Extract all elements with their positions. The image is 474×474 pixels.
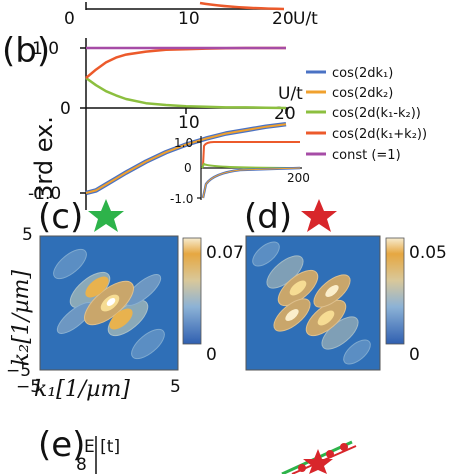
- panel-b-legend: cos(2dk₁) cos(2dk₂) cos(2d(k₁-k₂)) cos(2…: [306, 66, 427, 163]
- panel-e-point: [340, 443, 348, 451]
- panel-d-cb-min: 0: [409, 345, 420, 365]
- panel-b-series: [85, 46, 287, 196]
- panel-c-star-icon: [88, 199, 124, 232]
- panel-a-curve: [199, 1, 285, 11]
- panel-b-ylabel: 3rd ex.: [30, 116, 58, 200]
- panel-c-xtick-neg: −5: [16, 377, 41, 397]
- series-line-3: [85, 46, 286, 79]
- panel-b-ytick-m1: -1.0: [28, 184, 61, 204]
- panel-a-xtick-0: 0: [64, 9, 75, 29]
- panel-d-blobs: [252, 241, 371, 365]
- panel-b-label: (b): [2, 31, 50, 71]
- inset-xtick-200: 200: [287, 171, 310, 185]
- inset-ytick-1: 1.0: [174, 136, 193, 150]
- panel-a-xlabel: U/t: [293, 9, 318, 29]
- panel-c-xtick-pos: 5: [170, 377, 181, 397]
- inset-blue-curve: [201, 166, 301, 199]
- legend-label-1: cos(2dk₂): [332, 86, 393, 101]
- panel-d-colorbar: [385, 237, 405, 345]
- series-line-1: [85, 123, 287, 194]
- panel-c-colorbar: [182, 237, 202, 345]
- panel-b-xtick-10: 10: [178, 113, 200, 133]
- panel-e-label: (e): [38, 425, 85, 465]
- panel-c-blobs: [53, 248, 165, 360]
- panel-e: (e) E [t] 8: [38, 425, 357, 474]
- inset-ytick-m1: -1.0: [170, 192, 193, 206]
- panel-c-cb-max: 0.07: [206, 243, 244, 263]
- legend-label-2: cos(2d(k₁-k₂)): [332, 106, 421, 121]
- legend-label-0: cos(2dk₁): [332, 66, 393, 81]
- panel-b-ytick-1: 1.0: [32, 39, 59, 59]
- panel-e-ylabel: E [t]: [84, 437, 120, 457]
- panel-c-ylabel: k₂[1/µm]: [9, 270, 34, 366]
- panel-d: (d) 0.05 0: [244, 197, 447, 371]
- panel-e-ytick-8: 8: [76, 455, 87, 474]
- panel-c-cb-min: 0: [206, 345, 217, 365]
- panel-e-point: [326, 450, 334, 458]
- legend-label-4: const (=1): [332, 148, 401, 163]
- inset-orange-curve: [202, 167, 301, 199]
- panel-b-inset: 1.0 0 -1.0 200: [170, 136, 310, 206]
- panel-a-tail: 0 10 20 U/t: [64, 1, 318, 29]
- panel-b: (b) 3rd ex. 1.0 0 -1.0 10 20 U/t 1.0 0 -…: [2, 31, 427, 210]
- panel-c-xlabel: k₁[1/µm]: [34, 377, 130, 402]
- panel-c: (c) 0.07 0 5: [6, 197, 244, 402]
- panel-d-cb-max: 0.05: [409, 243, 447, 263]
- inset-ytick-0: 0: [184, 161, 192, 175]
- panel-d-label: (d): [244, 197, 292, 237]
- panel-c-label: (c): [38, 197, 83, 237]
- series-line-2: [85, 76, 287, 110]
- panel-a-xtick-20: 20: [272, 9, 294, 29]
- legend-label-3: cos(2d(k₁+k₂)): [332, 127, 427, 142]
- panel-c-ytick-pos: 5: [22, 225, 33, 245]
- panel-b-xlabel: U/t: [278, 84, 303, 104]
- panel-e-point: [298, 464, 306, 472]
- panel-a-xtick-10: 10: [178, 9, 200, 29]
- series-line-0: [85, 121, 287, 196]
- panel-e-star-icon: [303, 449, 333, 474]
- panel-c-ytick-neg: −5: [6, 361, 31, 381]
- panel-b-ytick-0: 0: [60, 99, 71, 119]
- inset-red-curve: [202, 141, 300, 167]
- panel-d-star-icon: [301, 199, 337, 232]
